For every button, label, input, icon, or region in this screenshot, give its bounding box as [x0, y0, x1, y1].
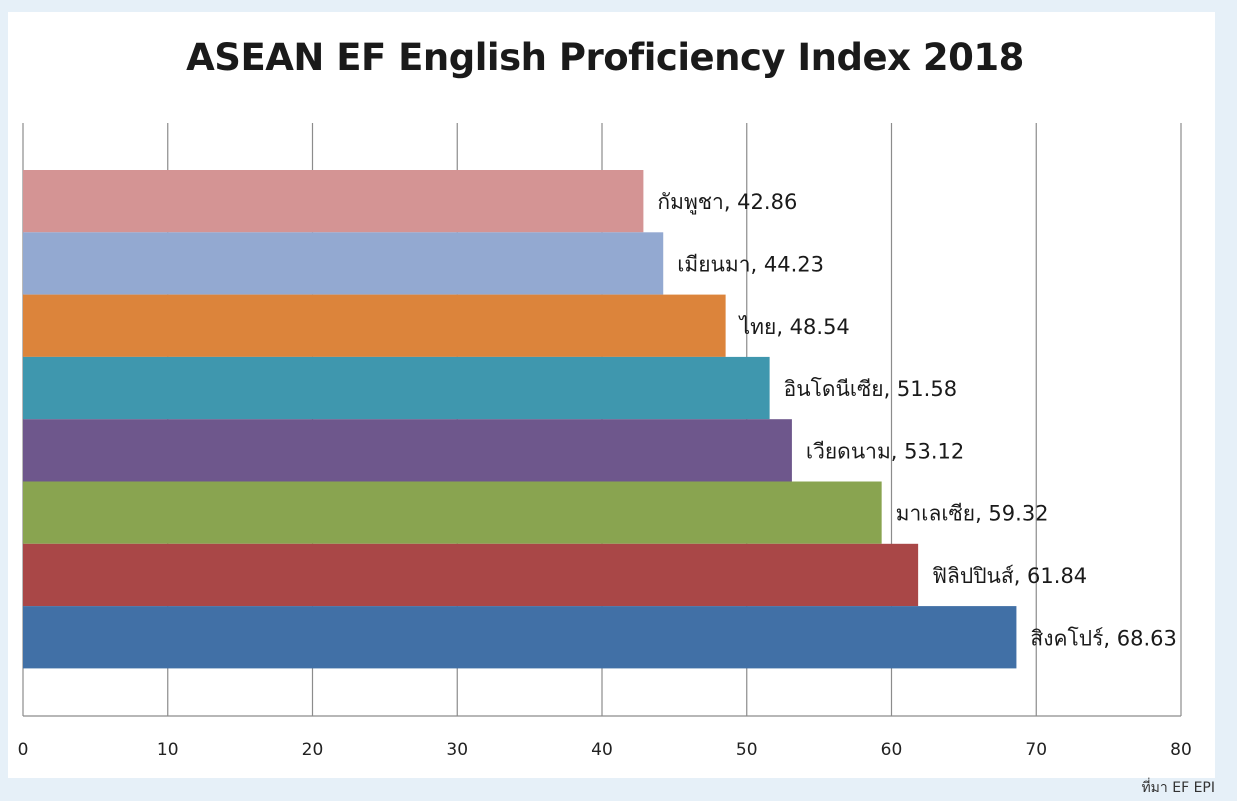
x-tick-label: 10	[157, 740, 179, 760]
x-tick-label: 20	[302, 740, 324, 760]
chart-title: ASEAN EF English Proficiency Index 2018	[186, 36, 1024, 79]
bar	[23, 294, 726, 357]
bar	[23, 232, 664, 295]
data-label: ฟิลิปปินส์, 61.84	[932, 564, 1087, 588]
data-label: มาเลเซีย, 59.32	[896, 502, 1049, 526]
source-note: ที่มา EF EPI	[1141, 780, 1215, 796]
x-tick-label: 0	[18, 740, 29, 760]
bar	[23, 356, 770, 420]
bar	[23, 606, 1017, 669]
bar	[23, 543, 919, 607]
x-tick-label: 60	[881, 740, 903, 760]
bar	[23, 419, 792, 482]
x-tick-label: 40	[591, 740, 613, 760]
data-label: เมียนมา, 44.23	[677, 252, 824, 276]
bar	[23, 481, 882, 544]
data-label: อินโดนีเซีย, 51.58	[784, 377, 957, 401]
data-label: สิงคโปร์, 68.63	[1030, 626, 1176, 650]
bar	[23, 170, 644, 233]
x-tick-label: 80	[1170, 740, 1192, 760]
x-tick-label: 70	[1025, 740, 1047, 760]
data-label: กัมพูชา, 42.86	[657, 190, 797, 215]
data-label: เวียดนาม, 53.12	[806, 439, 964, 463]
x-tick-label: 30	[446, 740, 468, 760]
x-tick-label: 50	[736, 740, 758, 760]
data-label: ไทย, 48.54	[738, 315, 850, 339]
